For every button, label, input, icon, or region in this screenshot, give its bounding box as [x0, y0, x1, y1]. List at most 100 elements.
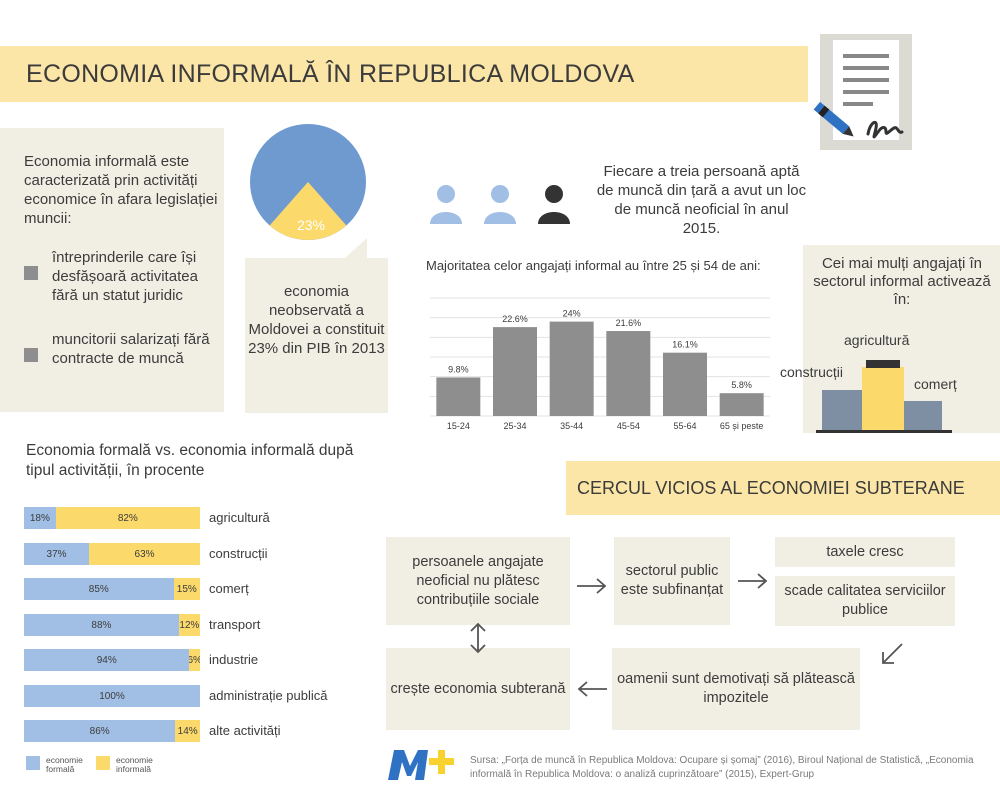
bullet-square	[24, 266, 38, 280]
age-category-label: 45-54	[617, 421, 640, 431]
cycle-box-contributions: persoanele angajate neoficial nu plătesc…	[386, 537, 570, 625]
podium-top	[866, 360, 900, 368]
formal-informal-bar: 94%6%	[24, 649, 200, 671]
cycle-text: sectorul public este subfinanțat	[620, 563, 724, 598]
informal-segment: 82%	[55, 507, 200, 529]
pie-note: economia neobservată a Moldovei a consti…	[248, 283, 385, 357]
sector-title: Cei mai mulți angajați în sectorul infor…	[813, 255, 991, 308]
m-plus-logo	[388, 750, 454, 780]
age-bar	[719, 393, 764, 416]
pen-signature-icon	[813, 101, 904, 139]
page-title: ECONOMIA INFORMALĂ ÎN REPUBLICA MOLDOVA	[26, 60, 635, 88]
age-bar-value-label: 21.6%	[616, 318, 642, 328]
formal-informal-bar: 100%	[24, 685, 200, 707]
age-bar	[606, 331, 651, 416]
age-bar	[549, 321, 594, 416]
arrow-up-down-icon	[470, 622, 486, 654]
activity-label: construcții	[209, 546, 268, 561]
age-bar-value-label: 16.1%	[672, 340, 698, 350]
vicious-circle-band	[566, 461, 1000, 515]
formal-informal-title: Economia formală vs. economia informală …	[26, 442, 354, 479]
age-bar	[663, 352, 707, 416]
legend-informal-swatch	[96, 756, 110, 770]
definition-bullet: muncitorii salarizați fără contracte de …	[52, 331, 210, 367]
bullet-square	[24, 348, 38, 362]
note-pointer	[345, 238, 367, 258]
sector-podium	[816, 360, 952, 433]
definition-bullet: întreprinderile care își desfășoară acti…	[52, 249, 198, 304]
formal-segment: 18%	[24, 507, 56, 529]
formal-segment: 86%	[24, 720, 176, 742]
formal-segment: 37%	[24, 543, 90, 565]
arrow-down-left-icon	[882, 643, 903, 664]
age-category-label: 35-44	[560, 421, 583, 431]
cycle-text: taxele cresc	[826, 543, 904, 560]
age-bar-value-label: 9.8%	[448, 364, 469, 374]
informal-segment: 12%	[178, 614, 200, 636]
pie-slice	[269, 182, 347, 240]
gdp-pie-chart: 23%	[250, 124, 366, 240]
person-icon	[484, 185, 516, 224]
activity-label: agricultură	[209, 510, 270, 525]
persons-icons	[430, 185, 570, 224]
sector-label-commerce: comerț	[914, 376, 957, 392]
age-bar-value-label: 24%	[563, 309, 581, 319]
cycle-box-quality: scade calitatea serviciilor publice	[775, 576, 955, 626]
formal-informal-bar: 18% 82%	[24, 507, 200, 529]
podium-construction	[822, 390, 862, 431]
podium-base	[816, 430, 952, 433]
person-icon	[430, 185, 462, 224]
cycle-box-underfunded: sectorul public este subfinanțat	[614, 537, 730, 625]
cycle-box-demotivated: oamenii sunt demotivați să plătească imp…	[612, 648, 860, 730]
cycle-text: oamenii sunt demotivați să plătească imp…	[617, 671, 855, 706]
cycle-text: scade calitatea serviciilor publice	[784, 583, 946, 618]
informal-segment: 15%	[173, 578, 200, 600]
persons-statement: Fiecare a treia persoană aptă de muncă d…	[596, 163, 807, 237]
podium-commerce	[904, 401, 942, 431]
legend-formal-label: economie formală	[46, 755, 83, 774]
sector-label-agriculture: agricultură	[844, 332, 910, 348]
formal-informal-bar: 37% 63%	[24, 543, 200, 565]
title-band	[0, 46, 808, 102]
formal-segment: 94%	[24, 649, 190, 671]
age-bar-value-label: 5.8%	[731, 380, 752, 390]
formal-informal-bar: 86% 14%	[24, 720, 200, 742]
sector-label-construction: construcții	[780, 364, 844, 380]
activity-label: administrație publică	[209, 688, 328, 703]
activity-label: alte activități	[209, 723, 281, 738]
person-icon	[538, 185, 570, 224]
age-category-label: 55-64	[673, 421, 696, 431]
activity-label: industrie	[209, 652, 259, 667]
age-bar-value-label: 22.6%	[502, 314, 528, 324]
pie-note-box	[245, 258, 388, 413]
pie-percent-label: 23%	[297, 217, 325, 233]
age-bar-chart: 9.8% 15-24 22.6% 25-34 24% 35-44 21.6% 45-54 16.…	[430, 297, 770, 431]
age-category-label: 65 și peste	[720, 421, 764, 431]
age-bar	[493, 327, 537, 416]
activity-label: transport	[209, 617, 261, 632]
arrow-right-icon	[738, 573, 768, 589]
age-bar	[436, 377, 481, 416]
source-note: Sursa: „Forța de muncă în Republica Mold…	[470, 755, 974, 780]
arrow-left-icon	[577, 681, 607, 697]
activity-label: comerț	[209, 581, 249, 596]
formal-informal-bar: 85% 15%	[24, 578, 200, 600]
arrow-right-icon	[577, 578, 607, 594]
podium-agriculture	[862, 367, 904, 431]
cycle-box-taxes: taxele cresc	[775, 537, 955, 567]
formal-informal-bar: 88% 12%	[24, 614, 200, 636]
formal-segment: 88%	[24, 614, 179, 636]
cycle-text: crește economia subterană	[390, 680, 566, 697]
cycle-box-grows: crește economia subterană	[386, 648, 570, 730]
legend-formal-swatch	[26, 756, 40, 770]
vicious-circle-title: CERCUL VICIOS AL ECONOMIEI SUBTERANE	[577, 478, 965, 498]
age-category-label: 25-34	[503, 421, 526, 431]
age-chart-title: Majoritatea celor angajați informal au î…	[426, 258, 761, 273]
informal-segment: 63%	[89, 543, 200, 565]
age-category-label: 15-24	[447, 421, 470, 431]
cycle-text: persoanele angajate neoficial nu plătesc…	[412, 553, 544, 608]
informal-segment: 6%	[189, 649, 200, 671]
formal-segment: 85%	[24, 578, 174, 600]
formal-segment: 100%	[24, 685, 200, 707]
definition-intro: Economia informală este caracterizată pr…	[24, 153, 218, 227]
